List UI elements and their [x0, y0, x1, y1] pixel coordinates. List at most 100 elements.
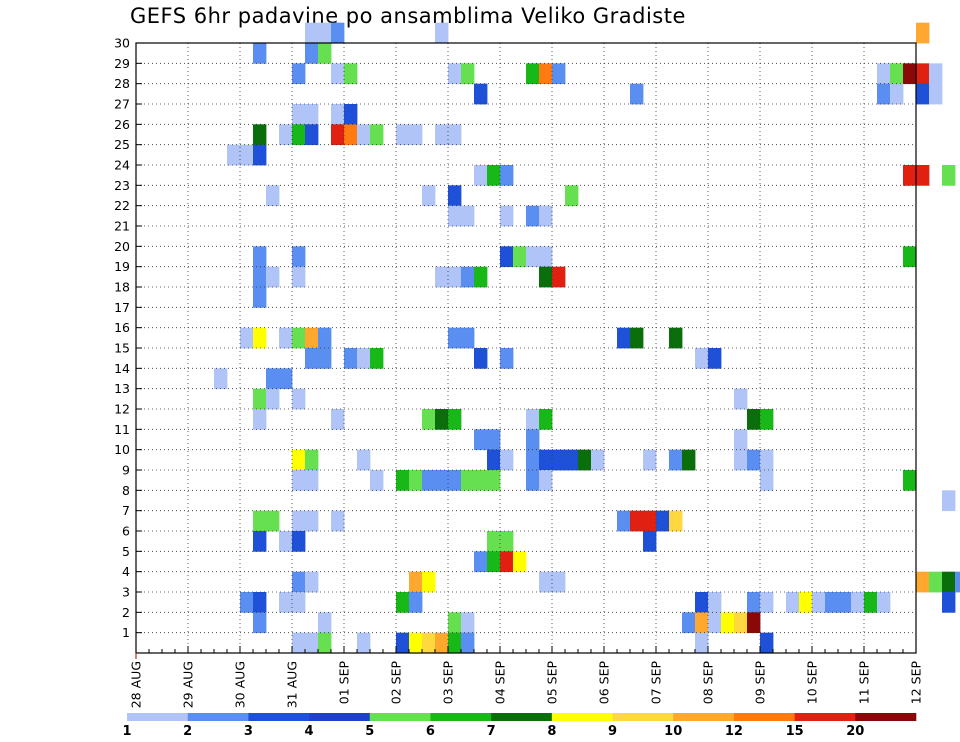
colorbar-swatch — [491, 713, 553, 721]
heatmap-cell — [500, 551, 514, 573]
heatmap-cell — [747, 449, 761, 471]
heatmap-cell — [279, 327, 293, 349]
heatmap-cell — [331, 409, 345, 430]
heatmap-cell — [448, 409, 462, 430]
y-tick-label: 5 — [122, 544, 130, 559]
heatmap-cell — [812, 592, 826, 613]
heatmap-cell — [474, 470, 488, 491]
y-tick-label: 11 — [114, 422, 130, 437]
colorbar-swatch — [551, 713, 613, 721]
x-tick-label: 30 AUG — [233, 661, 248, 708]
heatmap-cell — [305, 43, 319, 64]
heatmap-cell — [344, 124, 358, 146]
heatmap-cell — [539, 470, 553, 491]
heatmap-cell — [942, 165, 956, 186]
heatmap-cell — [461, 632, 475, 654]
heatmap-cell — [877, 63, 891, 85]
y-tick-label: 23 — [114, 178, 130, 193]
heatmap-cell — [305, 510, 319, 532]
colorbar-label: 1 — [122, 724, 131, 739]
heatmap-cell — [279, 124, 293, 146]
heatmap-cell — [786, 592, 800, 613]
heatmap-cell — [279, 592, 293, 613]
heatmap-cell — [370, 470, 384, 491]
heatmap-cell — [318, 348, 332, 369]
heatmap-cell — [643, 510, 657, 532]
y-tick-label: 21 — [114, 219, 130, 234]
heatmap-cell — [552, 266, 566, 288]
heatmap-cell — [214, 368, 228, 390]
heatmap-cell — [487, 531, 501, 552]
y-tick-label: 14 — [114, 361, 130, 376]
heatmap-cell — [318, 632, 332, 654]
heatmap-cell — [461, 205, 475, 227]
heatmap-cell — [474, 348, 488, 369]
heatmap-cell — [448, 205, 462, 227]
heatmap-cell — [448, 470, 462, 491]
heatmap-cell — [539, 571, 553, 593]
y-tick-label: 3 — [122, 585, 130, 600]
heatmap-cell — [409, 632, 423, 654]
heatmap-cell — [266, 388, 280, 410]
colorbar-label: 20 — [846, 724, 864, 739]
heatmap-cell — [422, 409, 436, 430]
heatmap-cell — [253, 43, 267, 64]
x-tick-label: 04 SEP — [493, 661, 508, 705]
heatmap-cell — [617, 327, 631, 349]
x-tick-label: 06 SEP — [597, 661, 612, 705]
heatmap-cell — [890, 83, 904, 105]
heatmap-cell — [448, 63, 462, 85]
heatmap-cell — [305, 632, 319, 654]
heatmap-cell — [448, 185, 462, 207]
heatmap-cell — [396, 632, 410, 654]
heatmap-cell — [955, 571, 960, 593]
colorbar-label: 7 — [487, 724, 496, 739]
heatmap-cell — [500, 165, 514, 186]
heatmap-cell — [734, 449, 748, 471]
heatmap-cell — [656, 510, 670, 532]
colorbar-swatch — [187, 713, 249, 721]
heatmap-cell — [357, 348, 371, 369]
x-tick-label: 28 AUG — [129, 661, 144, 708]
heatmap-cell — [435, 22, 449, 44]
heatmap-cell — [708, 348, 722, 369]
heatmap-cell — [500, 348, 514, 369]
heatmap-cell — [357, 449, 371, 471]
heatmap-cell — [448, 124, 462, 146]
heatmap-cell — [409, 124, 423, 146]
heatmap-cell — [539, 409, 553, 430]
heatmap-cell — [318, 22, 332, 44]
grid-lines — [136, 43, 916, 653]
heatmap-cell — [344, 348, 358, 369]
heatmap-cell — [630, 510, 644, 532]
heatmap-cell — [474, 83, 488, 105]
heatmap-cell — [500, 205, 514, 227]
heatmap-cell — [747, 409, 761, 430]
heatmap-cell — [435, 470, 449, 491]
heatmap-cell — [487, 551, 501, 573]
heatmap-cell — [344, 63, 358, 85]
heatmap-cell — [708, 612, 722, 634]
y-axis: 1234567891011121314151617181920212223242… — [114, 36, 142, 640]
heatmap-cell — [305, 22, 319, 44]
colorbar-label: 12 — [725, 724, 743, 739]
heatmap-cell — [253, 246, 267, 268]
heatmap-cell — [253, 266, 267, 288]
heatmap-cell — [292, 124, 306, 146]
heatmap-cell — [409, 592, 423, 613]
x-axis: 28 AUG 29 AUG 30 AUG 31 AUG 01 SEP 02 SEP 03 S… — [129, 646, 924, 708]
heatmap-cell — [305, 470, 319, 491]
heatmap-cell — [331, 124, 345, 146]
heatmap-cell — [929, 63, 943, 85]
heatmap-cell — [396, 470, 410, 491]
y-tick-label: 25 — [114, 137, 130, 152]
heatmap-cell — [721, 612, 735, 634]
heatmap-cell — [357, 124, 371, 146]
heatmap-cell — [409, 470, 423, 491]
heatmap-cell — [448, 632, 462, 654]
colorbar-label: 4 — [305, 724, 314, 739]
heatmap-cell — [708, 592, 722, 613]
y-tick-label: 30 — [114, 36, 130, 51]
heatmap-cell — [643, 531, 657, 552]
heatmap-cell — [682, 612, 696, 634]
